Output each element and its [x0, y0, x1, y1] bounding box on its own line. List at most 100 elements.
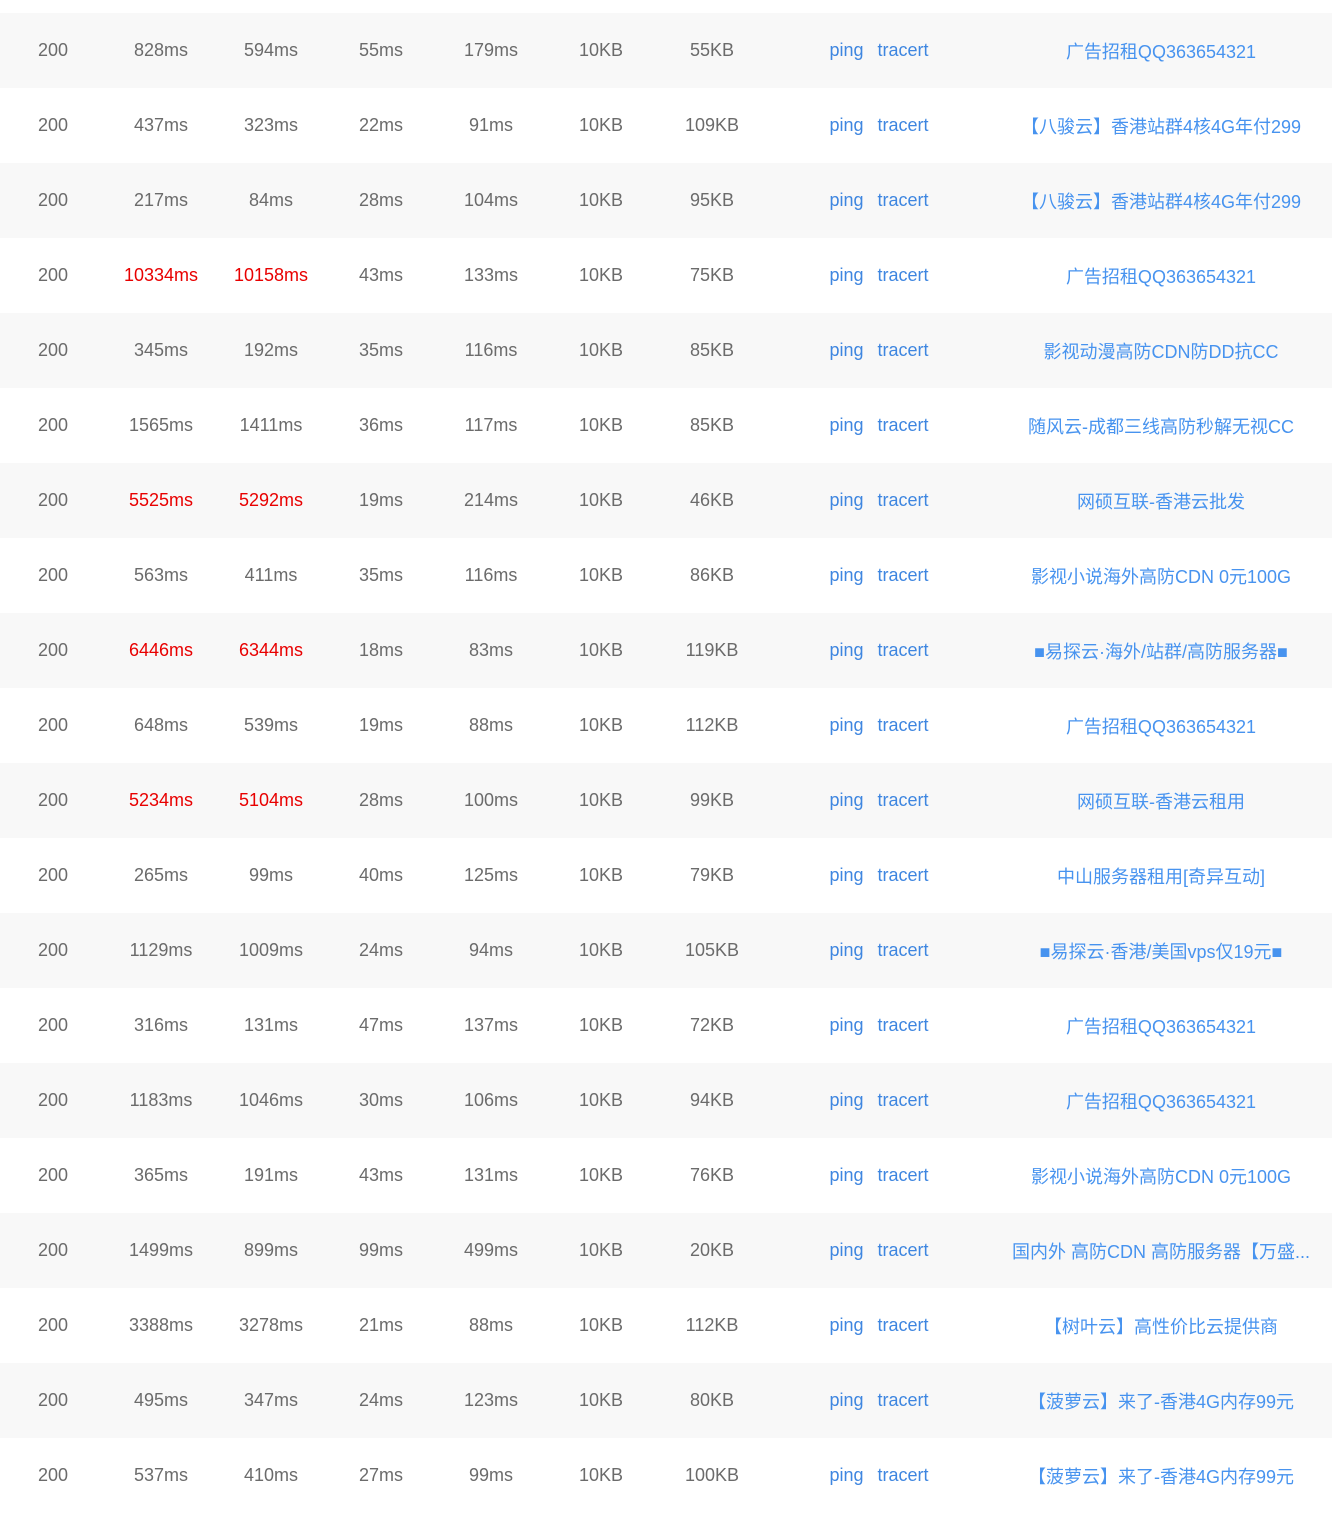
tracert-link[interactable]: tracert	[877, 190, 929, 210]
connect-time: 28ms	[358, 790, 403, 810]
tracert-link[interactable]: tracert	[877, 1240, 929, 1260]
ping-link[interactable]: ping	[829, 1090, 864, 1110]
download-time: 131ms	[243, 1015, 299, 1035]
sponsor-ad-link[interactable]: 随风云-成都三线高防秒解无视CC	[1028, 416, 1294, 437]
tracert-link[interactable]: tracert	[877, 40, 929, 60]
sponsor-ad-link[interactable]: 广告招租QQ363654321	[1065, 716, 1257, 737]
connect-time: 55ms	[358, 40, 403, 60]
sponsor-ad-link[interactable]: 广告招租QQ363654321	[1065, 1016, 1257, 1037]
tracert-link[interactable]: tracert	[877, 115, 929, 135]
download-time: 5104ms	[238, 790, 304, 810]
sponsor-ad-link[interactable]: ■易探云·海外/站群/高防服务器■	[1034, 641, 1288, 662]
tools-cell: ping tracert	[768, 790, 990, 811]
sponsor-ad-link[interactable]: 【菠萝云】来了-香港4G内存99元	[1027, 1466, 1295, 1487]
ping-link[interactable]: ping	[829, 1390, 864, 1410]
table-row: 200 6446ms 6344ms 18ms 83ms 10KB 119KB p…	[0, 613, 1332, 688]
tools-cell: ping tracert	[768, 490, 990, 511]
test-file-size: 10KB	[578, 415, 624, 435]
sponsor-ad-link[interactable]: 【树叶云】高性价比云提供商	[1044, 1316, 1278, 1337]
tracert-link[interactable]: tracert	[877, 865, 929, 885]
connect-time: 99ms	[358, 1240, 403, 1260]
sponsor-ad-link[interactable]: 网硕互联-香港云批发	[1077, 491, 1245, 512]
ping-link[interactable]: ping	[829, 1240, 864, 1260]
sponsor-ad-link[interactable]: 【八骏云】香港站群4核4G年付299	[1020, 191, 1302, 212]
ping-link[interactable]: ping	[829, 565, 864, 585]
tools-cell: ping tracert	[768, 1240, 990, 1261]
tools-cell: ping tracert	[768, 415, 990, 436]
tracert-link[interactable]: tracert	[877, 565, 929, 585]
sponsor-cell: 【菠萝云】来了-香港4G内存99元	[990, 1388, 1332, 1414]
sponsor-ad-link[interactable]: 【八骏云】香港站群4核4G年付299	[1020, 116, 1302, 137]
ping-link[interactable]: ping	[829, 640, 864, 660]
status-code: 200	[37, 640, 69, 660]
tracert-link[interactable]: tracert	[877, 1090, 929, 1110]
ping-link[interactable]: ping	[829, 1165, 864, 1185]
tracert-link[interactable]: tracert	[877, 1390, 929, 1410]
sponsor-ad-link[interactable]: 广告招租QQ363654321	[1065, 1091, 1257, 1112]
ping-link[interactable]: ping	[829, 415, 864, 435]
tracert-link[interactable]: tracert	[877, 490, 929, 510]
tracert-link[interactable]: tracert	[877, 415, 929, 435]
page-size: 79KB	[689, 865, 735, 885]
tracert-link[interactable]: tracert	[877, 640, 929, 660]
tracert-link[interactable]: tracert	[877, 790, 929, 810]
ping-link[interactable]: ping	[829, 1315, 864, 1335]
download-time: 594ms	[243, 40, 299, 60]
tracert-link[interactable]: tracert	[877, 940, 929, 960]
tools-cell: ping tracert	[768, 565, 990, 586]
first-byte-time: 116ms	[464, 565, 518, 585]
status-code: 200	[37, 1165, 69, 1185]
table-row: 200 1565ms 1411ms 36ms 117ms 10KB 85KB p…	[0, 388, 1332, 463]
sponsor-ad-link[interactable]: 影视小说海外高防CDN 0元100G	[1030, 566, 1292, 587]
test-file-size: 10KB	[578, 40, 624, 60]
table-row: 200 3388ms 3278ms 21ms 88ms 10KB 112KB p…	[0, 1288, 1332, 1363]
ping-link[interactable]: ping	[829, 115, 864, 135]
total-time: 495ms	[133, 1390, 189, 1410]
tracert-link[interactable]: tracert	[877, 265, 929, 285]
tracert-link[interactable]: tracert	[877, 1465, 929, 1485]
ping-link[interactable]: ping	[829, 340, 864, 360]
sponsor-ad-link[interactable]: 广告招租QQ363654321	[1065, 41, 1257, 62]
ping-link[interactable]: ping	[829, 865, 864, 885]
sponsor-ad-link[interactable]: 广告招租QQ363654321	[1065, 266, 1257, 287]
download-time: 1009ms	[238, 940, 304, 960]
sponsor-cell: 【菠萝云】来了-香港4G内存99元	[990, 1463, 1332, 1489]
ping-link[interactable]: ping	[829, 790, 864, 810]
download-time: 99ms	[248, 865, 293, 885]
tracert-link[interactable]: tracert	[877, 1015, 929, 1035]
tracert-link[interactable]: tracert	[877, 340, 929, 360]
page-size: 112KB	[685, 715, 739, 735]
table-row: 200 345ms 192ms 35ms 116ms 10KB 85KB pin…	[0, 313, 1332, 388]
first-byte-time: 499ms	[463, 1240, 519, 1260]
table-row: 200 265ms 99ms 40ms 125ms 10KB 79KB ping…	[0, 838, 1332, 913]
test-file-size: 10KB	[578, 490, 624, 510]
tracert-link[interactable]: tracert	[877, 1315, 929, 1335]
ping-link[interactable]: ping	[829, 265, 864, 285]
tracert-link[interactable]: tracert	[877, 715, 929, 735]
download-time: 3278ms	[238, 1315, 304, 1335]
sponsor-ad-link[interactable]: 中山服务器租用[奇异互动]	[1056, 866, 1265, 887]
ping-link[interactable]: ping	[829, 190, 864, 210]
total-time: 3388ms	[128, 1315, 194, 1335]
sponsor-cell: 随风云-成都三线高防秒解无视CC	[990, 413, 1332, 439]
sponsor-ad-link[interactable]: 国内外 高防CDN 高防服务器【万盛...	[1011, 1241, 1310, 1262]
first-byte-time: 106ms	[463, 1090, 519, 1110]
ping-link[interactable]: ping	[829, 1015, 864, 1035]
ping-link[interactable]: ping	[829, 1465, 864, 1485]
sponsor-ad-link[interactable]: 网硕互联-香港云租用	[1077, 791, 1245, 812]
ping-link[interactable]: ping	[829, 490, 864, 510]
ping-link[interactable]: ping	[829, 940, 864, 960]
sponsor-ad-link[interactable]: 影视动漫高防CDN防DD抗CC	[1043, 341, 1279, 362]
sponsor-ad-link[interactable]: 【菠萝云】来了-香港4G内存99元	[1027, 1391, 1295, 1412]
sponsor-ad-link[interactable]: 影视小说海外高防CDN 0元100G	[1030, 1166, 1292, 1187]
ping-link[interactable]: ping	[829, 715, 864, 735]
test-file-size: 10KB	[578, 715, 624, 735]
table-row: 200 5525ms 5292ms 19ms 214ms 10KB 46KB p…	[0, 463, 1332, 538]
tools-cell: ping tracert	[768, 1390, 990, 1411]
first-byte-time: 179ms	[463, 40, 519, 60]
sponsor-ad-link[interactable]: ■易探云·香港/美国vps仅19元■	[1039, 941, 1283, 962]
first-byte-time: 123ms	[463, 1390, 519, 1410]
first-byte-time: 88ms	[468, 715, 513, 735]
ping-link[interactable]: ping	[829, 40, 864, 60]
tracert-link[interactable]: tracert	[877, 1165, 929, 1185]
